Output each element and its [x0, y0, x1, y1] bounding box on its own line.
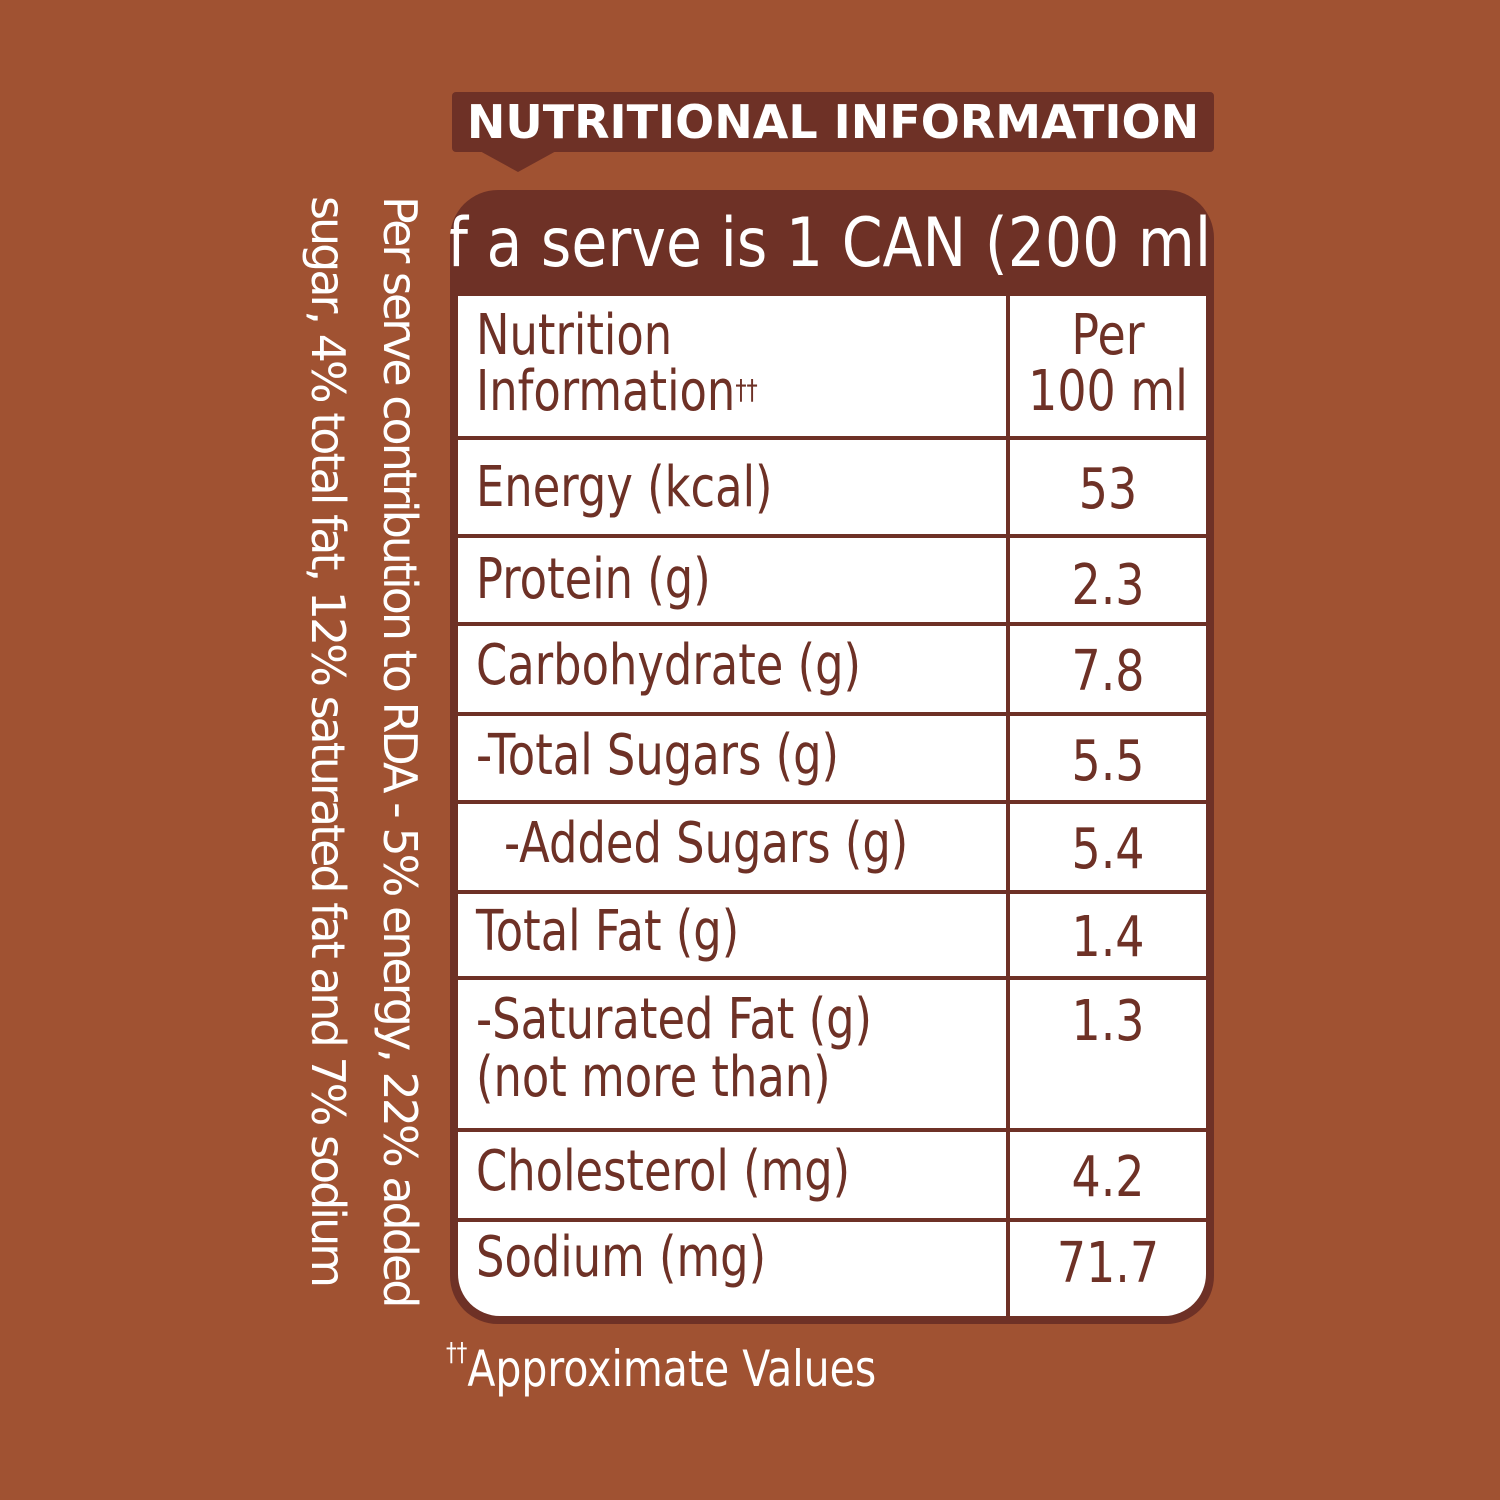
row-label: Energy (kcal): [476, 455, 773, 520]
nutrition-table: Nutrition Information†† Per 100 ml Energ…: [458, 296, 1206, 1316]
row-value: 1.3: [1071, 989, 1145, 1054]
row-value: 2.3: [1071, 553, 1145, 618]
serve-size-title: If a serve is 1 CAN (200 ml): [450, 203, 1214, 283]
header-banner: NUTRITIONAL INFORMATION: [452, 92, 1214, 152]
header-label-line1: Nutrition: [476, 303, 673, 368]
row-value: 1.4: [1071, 905, 1145, 970]
header-label-line2: Information††: [476, 362, 758, 422]
banner-pointer: [478, 150, 558, 172]
row-value: 5.4: [1071, 817, 1145, 882]
nutrition-card: If a serve is 1 CAN (200 ml) Nutrition I…: [450, 190, 1214, 1324]
rda-side-note-line2: sugar, 4% total fat, 12% saturated fat a…: [301, 196, 355, 1286]
table-row: -Added Sugars (g) 5.4: [458, 804, 1206, 894]
row-value: 71.7: [1056, 1231, 1160, 1296]
header-label-line2-text: Information: [476, 359, 736, 424]
row-label: -Added Sugars (g): [504, 811, 909, 876]
footnote-text: Approximate Values: [467, 1340, 877, 1398]
row-label: Total Fat (g): [476, 899, 740, 964]
row-label: Cholesterol (mg): [476, 1139, 851, 1204]
table-row: Cholesterol (mg) 4.2: [458, 1132, 1206, 1222]
column-divider: [1006, 296, 1010, 1316]
row-value: 4.2: [1071, 1145, 1145, 1210]
row-label: Sodium (mg): [476, 1225, 767, 1290]
row-value: 7.8: [1071, 639, 1145, 704]
table-row: Sodium (mg) 71.7: [458, 1222, 1206, 1316]
row-label: Carbohydrate (g): [476, 633, 861, 698]
table-row: Protein (g) 2.3: [458, 538, 1206, 626]
header-value-line1: Per: [1071, 303, 1145, 368]
header-title: NUTRITIONAL INFORMATION: [466, 95, 1200, 149]
footnote: ††Approximate Values: [446, 1338, 877, 1398]
table-row: Total Fat (g) 1.4: [458, 894, 1206, 980]
row-label: -Total Sugars (g): [476, 723, 840, 788]
header-value-line2: 100 ml: [1028, 359, 1188, 424]
rda-side-note-line1: Per serve contribution to RDA - 5% energ…: [373, 196, 427, 1306]
row-value: 53: [1078, 457, 1138, 522]
table-header-row: Nutrition Information†† Per 100 ml: [458, 296, 1206, 440]
table-row: -Total Sugars (g) 5.5: [458, 716, 1206, 804]
row-value: 5.5: [1071, 729, 1145, 794]
footnote-dagger-mark: ††: [446, 1338, 468, 1368]
table-row: Carbohydrate (g) 7.8: [458, 626, 1206, 716]
rda-side-note: Per serve contribution to RDA - 5% energ…: [286, 196, 436, 1316]
row-label: -Saturated Fat (g): [476, 987, 873, 1052]
table-row: Energy (kcal) 53: [458, 440, 1206, 538]
row-label: Protein (g): [476, 547, 711, 612]
table-row: -Saturated Fat (g) (not more than) 1.3: [458, 980, 1206, 1132]
dagger-mark: ††: [735, 373, 758, 406]
row-label-line2: (not more than): [476, 1045, 831, 1110]
